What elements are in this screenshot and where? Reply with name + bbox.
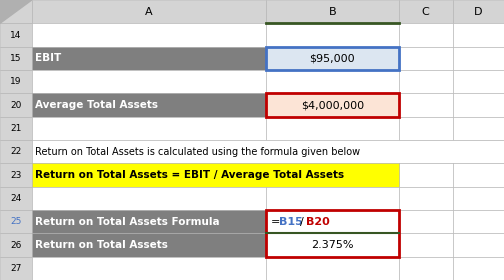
- Bar: [266, 47, 399, 70]
- Bar: [0, 0, 32, 23]
- Bar: [32, 93, 266, 117]
- Text: 21: 21: [10, 124, 22, 133]
- Bar: [266, 93, 399, 117]
- Bar: [453, 187, 504, 210]
- Text: 20: 20: [10, 101, 22, 109]
- Text: B: B: [329, 7, 336, 17]
- Text: 2.375%: 2.375%: [311, 240, 354, 250]
- Text: D: D: [474, 7, 482, 17]
- Bar: [453, 93, 504, 117]
- Bar: [266, 47, 399, 70]
- Bar: [453, 70, 504, 93]
- Text: Return on Total Assets Formula: Return on Total Assets Formula: [35, 217, 219, 227]
- Text: 23: 23: [10, 171, 22, 179]
- Bar: [32, 257, 266, 280]
- Bar: [453, 117, 504, 140]
- Bar: [266, 233, 399, 257]
- Text: 14: 14: [10, 31, 22, 39]
- Bar: [0, 163, 32, 187]
- Text: Return on Total Assets = EBIT / Average Total Assets: Return on Total Assets = EBIT / Average …: [35, 170, 344, 180]
- Text: A: A: [145, 7, 153, 17]
- Text: 27: 27: [10, 264, 22, 273]
- Bar: [399, 117, 453, 140]
- Bar: [399, 210, 453, 233]
- Bar: [32, 140, 504, 163]
- Text: 19: 19: [10, 77, 22, 86]
- Bar: [399, 0, 453, 23]
- Text: =: =: [271, 217, 281, 227]
- Text: 15: 15: [10, 54, 22, 63]
- Text: /: /: [300, 217, 304, 227]
- Bar: [32, 233, 266, 257]
- Bar: [453, 140, 504, 163]
- Bar: [0, 233, 32, 257]
- Bar: [0, 47, 32, 70]
- Bar: [399, 23, 453, 47]
- Bar: [453, 210, 504, 233]
- Bar: [399, 70, 453, 93]
- Bar: [266, 117, 399, 140]
- Bar: [32, 187, 266, 210]
- Bar: [0, 210, 32, 233]
- Bar: [266, 210, 399, 257]
- Text: EBIT: EBIT: [35, 53, 61, 63]
- Text: Average Total Assets: Average Total Assets: [35, 100, 158, 110]
- Text: Return on Total Assets: Return on Total Assets: [35, 240, 168, 250]
- Bar: [453, 0, 504, 23]
- Bar: [32, 117, 266, 140]
- Text: B15: B15: [279, 217, 303, 227]
- Bar: [266, 210, 399, 257]
- Bar: [399, 187, 453, 210]
- Text: 24: 24: [10, 194, 22, 203]
- Bar: [32, 163, 399, 187]
- Bar: [399, 257, 453, 280]
- Bar: [266, 187, 399, 210]
- Text: $95,000: $95,000: [309, 53, 355, 63]
- Polygon shape: [0, 0, 32, 23]
- Bar: [453, 163, 504, 187]
- Bar: [0, 93, 32, 117]
- Bar: [32, 47, 266, 70]
- Bar: [266, 257, 399, 280]
- Bar: [399, 47, 453, 70]
- Bar: [0, 23, 32, 47]
- Bar: [453, 23, 504, 47]
- Bar: [0, 257, 32, 280]
- Bar: [266, 70, 399, 93]
- Text: 26: 26: [10, 241, 22, 249]
- Text: B20: B20: [306, 217, 330, 227]
- Bar: [399, 163, 453, 187]
- Bar: [0, 140, 32, 163]
- Bar: [0, 70, 32, 93]
- Text: 25: 25: [10, 217, 22, 226]
- Text: C: C: [422, 7, 429, 17]
- Bar: [453, 47, 504, 70]
- Bar: [32, 0, 266, 23]
- Bar: [266, 23, 399, 47]
- Bar: [32, 23, 266, 47]
- Bar: [453, 233, 504, 257]
- Bar: [266, 0, 399, 23]
- Text: 22: 22: [10, 147, 22, 156]
- Bar: [0, 117, 32, 140]
- Text: $4,000,000: $4,000,000: [301, 100, 364, 110]
- Bar: [399, 233, 453, 257]
- Bar: [453, 257, 504, 280]
- Bar: [0, 187, 32, 210]
- Text: Return on Total Assets is calculated using the formula given below: Return on Total Assets is calculated usi…: [35, 147, 360, 157]
- Bar: [32, 70, 266, 93]
- Bar: [399, 140, 453, 163]
- Bar: [32, 210, 266, 233]
- Bar: [399, 93, 453, 117]
- Bar: [266, 93, 399, 117]
